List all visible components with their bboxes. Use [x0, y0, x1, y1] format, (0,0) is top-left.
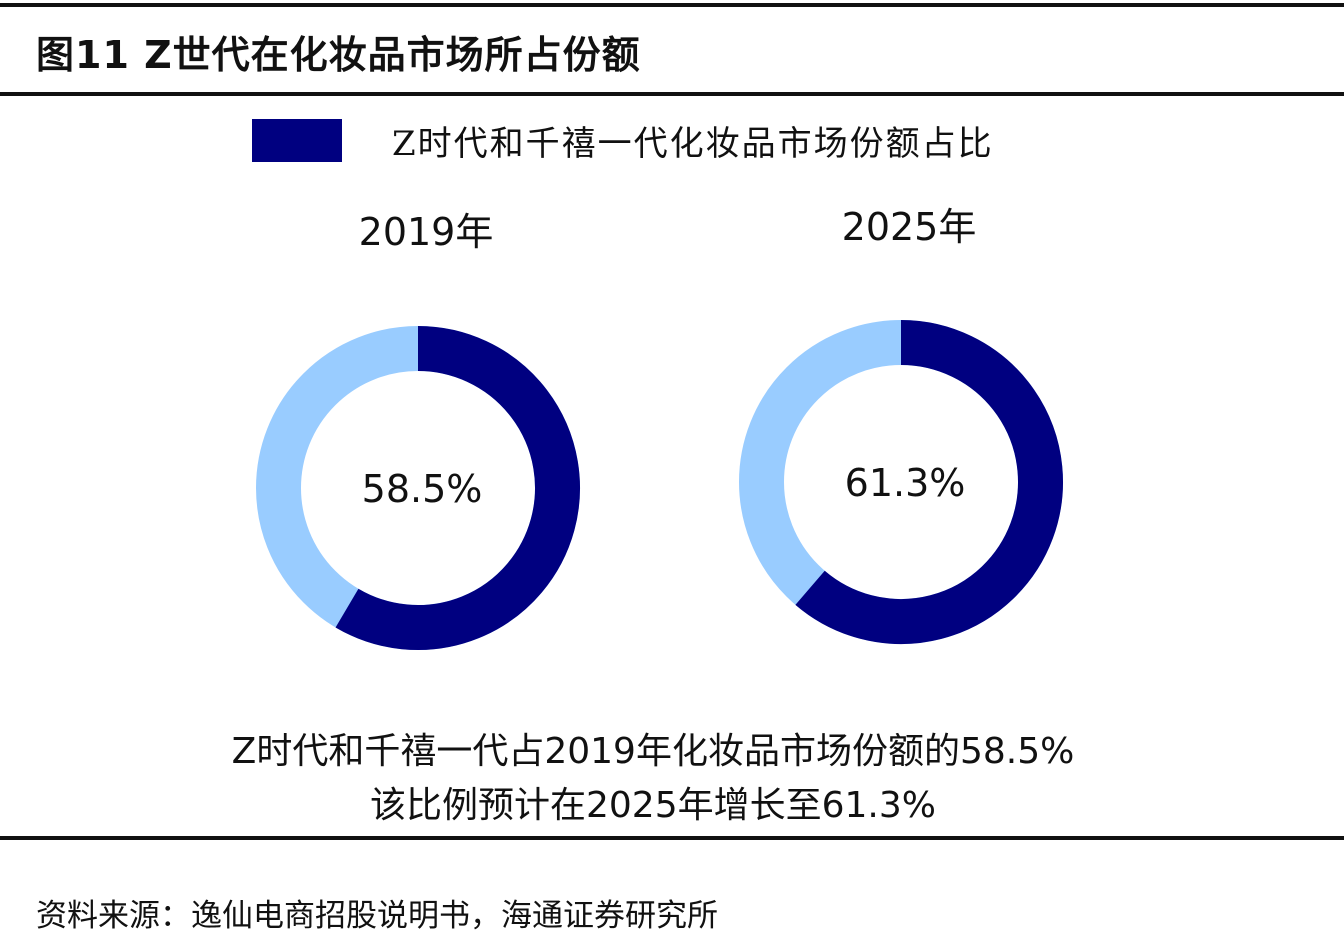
donut-value-label: 58.5% [362, 467, 483, 511]
top-rule [0, 3, 1344, 7]
legend-label: Z时代和千禧一代化妆品市场份额占比 [392, 124, 994, 164]
donut-share-segment [795, 320, 1063, 644]
figure-title: 图11 Z世代在化妆品市场所占份额 [36, 33, 641, 77]
note-line-1: Z时代和千禧一代占2019年化妆品市场份额的58.5% [231, 731, 1075, 772]
donut-value-label: 61.3% [845, 461, 966, 505]
donut-year-label: 2019年 [359, 210, 494, 254]
legend-swatch [252, 119, 342, 162]
bottom-rule [0, 836, 1344, 840]
donut-year-label: 2025年 [842, 205, 977, 249]
note-line-2: 该比例预计在2025年增长至61.3% [370, 785, 936, 826]
legend: Z时代和千禧一代化妆品市场份额占比 [252, 116, 994, 165]
title-rule [0, 92, 1344, 96]
donut-share-segment [335, 326, 580, 650]
source-note: 资料来源：逸仙电商招股说明书，海通证券研究所 [36, 898, 718, 934]
